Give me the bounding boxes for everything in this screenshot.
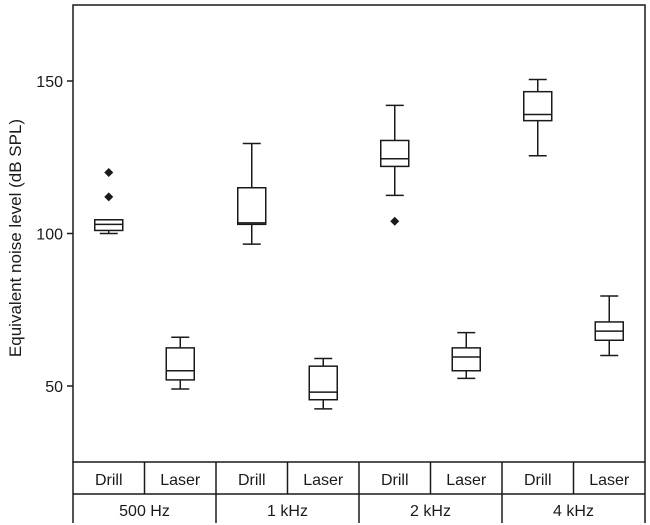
outlier-point [104, 192, 114, 202]
subcategory-label: Laser [160, 472, 201, 489]
interquartile-box [523, 90, 553, 122]
group-label: 500 Hz [119, 503, 170, 520]
interquartile-box [308, 365, 338, 401]
box-1khz-drill [237, 142, 267, 245]
category-table: Drill Laser Drill Laser Drill Laser Drill Laser… [72, 462, 646, 523]
interquartile-box [165, 347, 195, 381]
plot-frame [72, 4, 646, 463]
subcategory-label: Laser [446, 472, 487, 489]
y-axis-label: Equivalent noise level (dB SPL) [6, 119, 25, 357]
y-tick-label: 150 [36, 74, 63, 91]
y-tick-label: 100 [36, 227, 63, 244]
interquartile-box [237, 187, 267, 226]
interquartile-box [94, 219, 124, 232]
group-label: 2 kHz [410, 503, 451, 520]
box-2khz-laser [451, 331, 481, 380]
y-tick-label: 50 [45, 379, 63, 396]
box-500hz-laser [165, 336, 195, 390]
subcategory-label: Laser [303, 472, 344, 489]
subcategory-label: Drill [381, 472, 409, 489]
axis-layer: 50 100 150 [36, 74, 73, 396]
group-label: 1 kHz [267, 503, 308, 520]
subcategory-label: Drill [524, 472, 552, 489]
interquartile-box [380, 139, 410, 168]
box-layer [94, 78, 624, 410]
box-4khz-drill [523, 78, 553, 157]
group-label: 4 kHz [553, 503, 594, 520]
interquartile-box [451, 347, 481, 372]
subcategory-label: Drill [95, 472, 123, 489]
outlier-point [390, 216, 400, 226]
box-4khz-laser [594, 295, 624, 357]
box-2khz-drill [380, 104, 410, 226]
box-500hz-drill [94, 168, 124, 235]
plot-border [72, 4, 646, 463]
box-1khz-laser [308, 357, 338, 410]
subcategory-label: Laser [589, 472, 630, 489]
subcategory-label: Drill [238, 472, 266, 489]
outlier-point [104, 168, 114, 177]
